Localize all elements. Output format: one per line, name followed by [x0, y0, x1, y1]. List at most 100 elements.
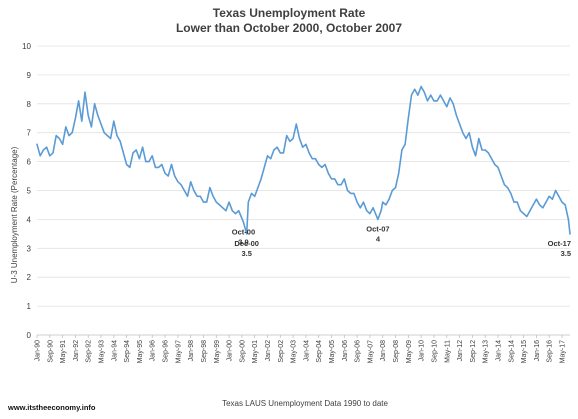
x-tick-label: Sep-14 [508, 340, 515, 363]
x-tick-label: May-15 [521, 340, 528, 363]
data-point [481, 149, 483, 151]
data-point [346, 189, 349, 192]
data-point [359, 207, 361, 209]
data-point [551, 198, 554, 200]
x-tick-label: Jan-10 [419, 340, 426, 362]
data-point [487, 152, 489, 154]
data-point [337, 184, 339, 186]
data-point [254, 195, 256, 197]
y-tick-label: 1 [27, 302, 32, 311]
x-tick-label: Sep-12 [470, 340, 477, 363]
x-tick-label: Sep-00 [239, 340, 246, 363]
data-point [177, 181, 179, 183]
annotation-value: 4 [376, 234, 381, 243]
data-point [202, 201, 205, 203]
data-point [430, 94, 432, 96]
data-point [158, 166, 160, 168]
y-tick-label: 10 [22, 42, 31, 51]
data-point [145, 161, 147, 163]
data-point [113, 120, 115, 122]
x-tick-label: Sep-98 [201, 340, 208, 363]
data-point [209, 187, 211, 189]
data-point [401, 149, 403, 151]
x-tick-label: May-95 [137, 340, 144, 363]
data-point [311, 158, 313, 160]
data-point [353, 192, 355, 194]
data-point [87, 114, 89, 116]
data-point [459, 123, 461, 125]
data-point [62, 143, 64, 145]
data-point [154, 166, 156, 168]
data-point [180, 184, 182, 186]
data-point [231, 210, 233, 212]
data-point [222, 207, 224, 209]
data-point [246, 233, 248, 235]
data-point [567, 218, 570, 220]
x-tick-label: Sep-08 [393, 340, 400, 363]
data-point [276, 146, 278, 148]
data-point [334, 178, 336, 180]
x-tick-label: May-99 [214, 340, 221, 363]
data-point [234, 213, 237, 215]
data-point [519, 210, 522, 212]
data-point [167, 175, 169, 177]
x-tick-label: May-13 [483, 340, 490, 363]
data-point [212, 195, 214, 197]
x-tick-label: Sep-06 [355, 340, 362, 363]
data-point [356, 201, 358, 203]
data-point [142, 146, 144, 148]
data-point [561, 201, 563, 203]
data-point [539, 204, 541, 206]
data-point [452, 103, 454, 105]
data-point [330, 178, 333, 180]
data-point [377, 218, 379, 220]
x-tick-label: Jan-12 [457, 340, 464, 362]
x-tick-label: Jan-98 [188, 340, 195, 362]
data-point [555, 189, 557, 192]
data-point [513, 201, 515, 203]
annotation-value: 3.9 [238, 237, 248, 246]
data-point [68, 135, 70, 137]
data-point [289, 140, 291, 142]
data-point [327, 172, 329, 174]
data-point [110, 137, 112, 140]
x-tick-label: Jan-16 [534, 340, 541, 362]
data-point [318, 163, 320, 166]
data-point [206, 201, 208, 203]
data-point [388, 198, 390, 200]
data-point [190, 181, 192, 183]
x-tick-label: Jan-00 [227, 340, 234, 362]
x-tick-label: Jan-94 [111, 340, 118, 362]
data-point [526, 215, 528, 218]
data-point [218, 204, 221, 206]
data-point [164, 172, 166, 174]
y-tick-label: 4 [27, 215, 32, 224]
data-point [282, 152, 285, 154]
x-tick-label: Sep-90 [47, 340, 54, 363]
y-tick-label: 2 [27, 273, 32, 282]
y-tick-label: 7 [27, 129, 32, 138]
y-tick-label: 5 [27, 187, 32, 196]
data-point [250, 192, 253, 194]
data-point [394, 187, 397, 189]
annotation-label: Dec-00 [234, 239, 259, 248]
data-point [443, 100, 445, 102]
data-point [263, 166, 265, 168]
data-point [523, 213, 525, 215]
data-point [532, 204, 534, 206]
data-point [151, 155, 153, 157]
data-point [46, 146, 48, 148]
data-point [548, 195, 550, 197]
data-point [558, 195, 560, 197]
data-point [436, 100, 438, 102]
data-point [266, 155, 269, 157]
data-point [90, 126, 92, 128]
data-point [273, 149, 275, 151]
x-tick-label: Jan-06 [342, 340, 349, 362]
y-tick-label: 6 [27, 158, 32, 167]
data-points [36, 85, 571, 235]
data-point [423, 91, 425, 93]
data-point [420, 85, 422, 88]
x-tick-label: Jan-08 [380, 340, 387, 362]
